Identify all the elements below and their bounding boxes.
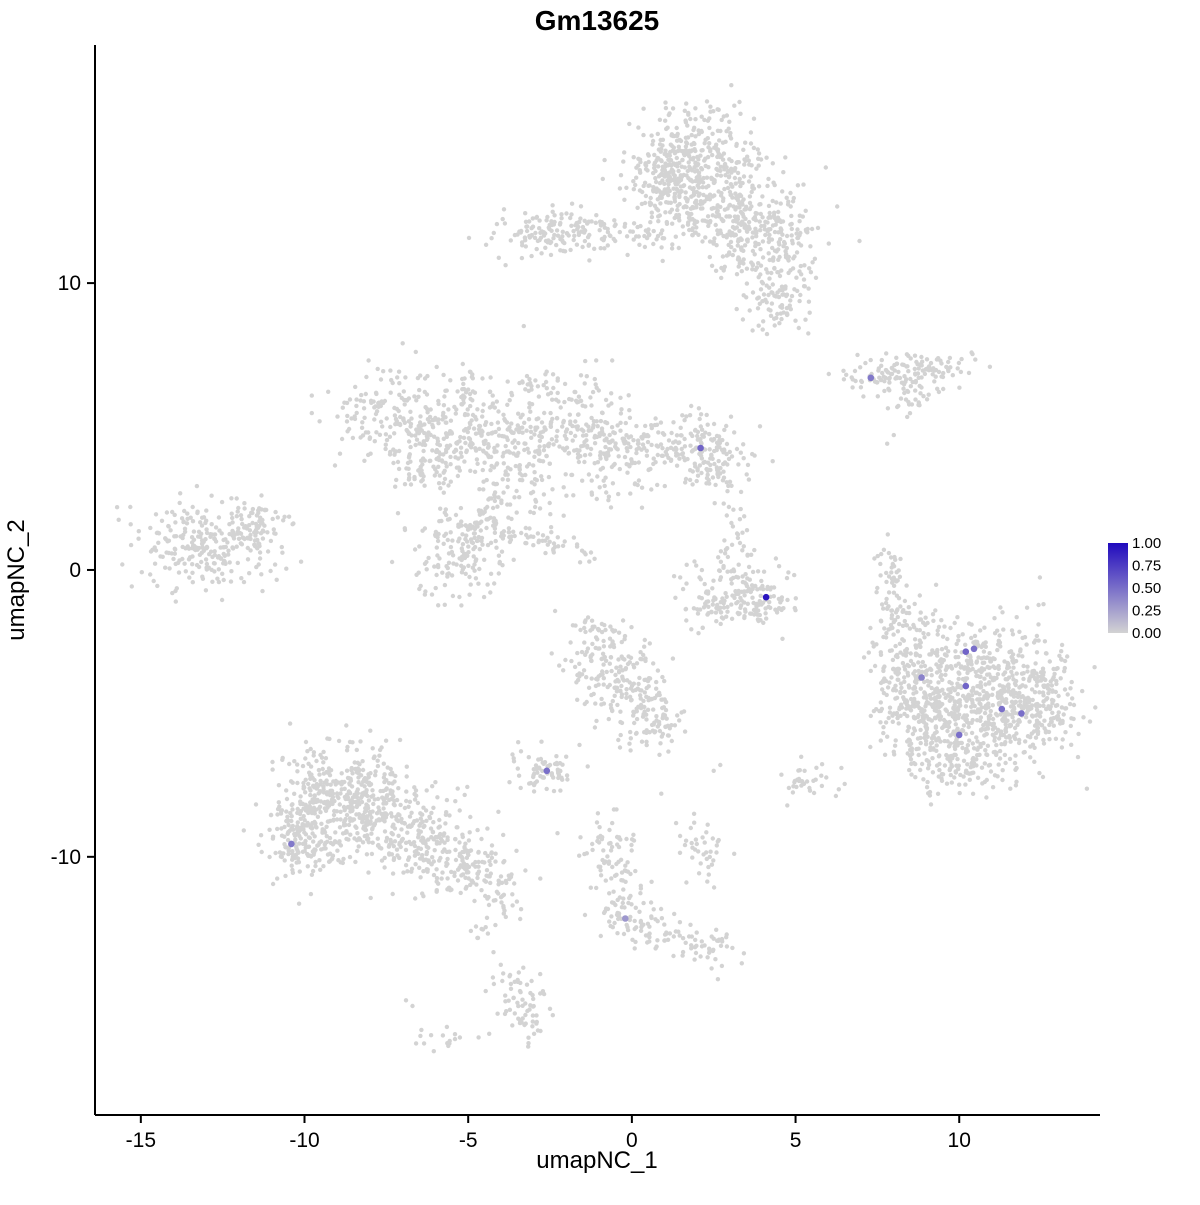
- colorbar-labels: 1.00 0.75 0.50 0.25 0.00: [1132, 535, 1161, 642]
- plot-title: Gm13625: [535, 5, 660, 36]
- colorbar-label: 0.75: [1132, 558, 1161, 575]
- x-axis-title: umapNC_1: [536, 1147, 657, 1174]
- colorbar-legend: 1.00 0.75 0.50 0.25 0.00: [1108, 535, 1161, 642]
- colorbar-label: 0.50: [1132, 580, 1161, 597]
- colorbar-label: 1.00: [1132, 535, 1161, 552]
- scatter-points-layer: [83, 83, 1124, 1053]
- colorbar-gradient: [1108, 543, 1128, 633]
- colorbar-label: 0.25: [1132, 603, 1161, 620]
- y-axis-title: umapNC_2: [3, 519, 30, 640]
- colorbar-label: 0.00: [1132, 625, 1161, 642]
